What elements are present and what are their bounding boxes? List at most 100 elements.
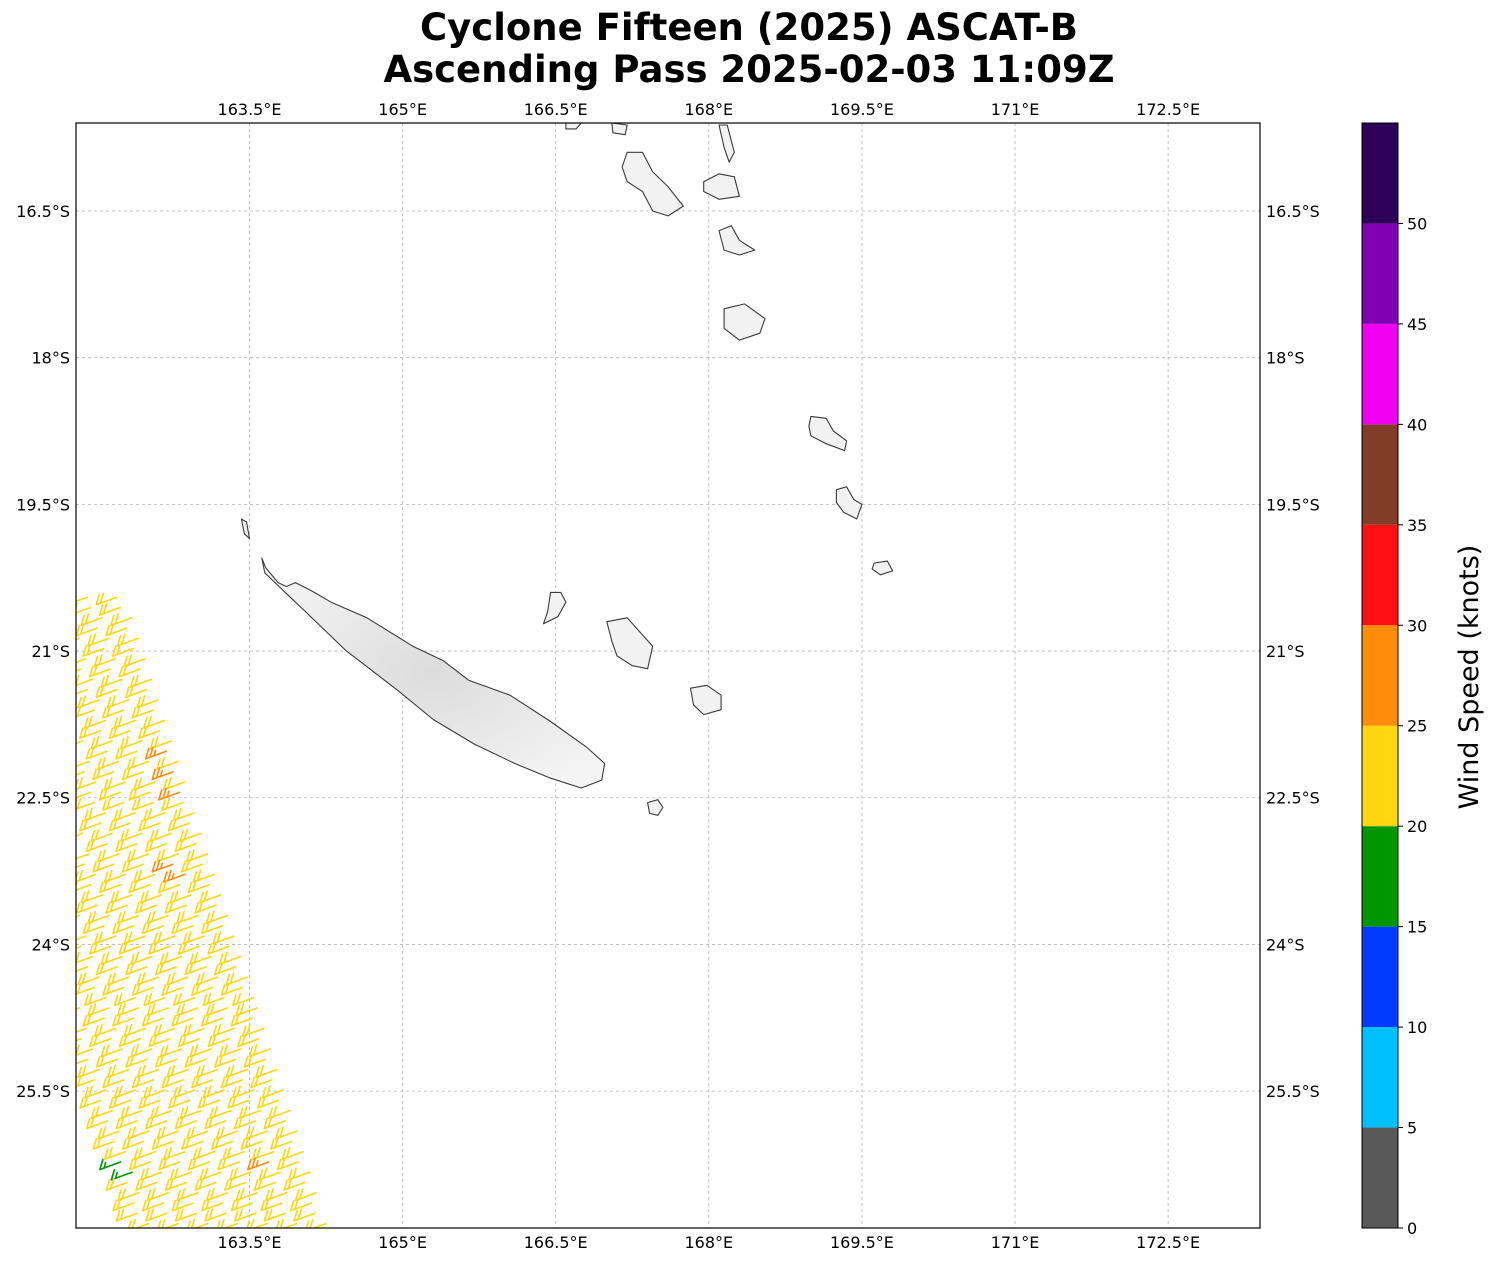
island-efate [723,303,766,341]
wind-barb [159,951,183,965]
island-espiritu-santo-tip [565,123,582,130]
wind-barb [98,602,121,616]
lat-tick-label-right: 24°S [1266,935,1305,954]
wind-barb [154,1054,178,1068]
wind-barb [162,777,186,791]
wind-barb [182,931,206,945]
wind-barb [128,787,151,801]
wind-barb [186,1126,209,1140]
wind-barb [102,705,125,719]
wind-barb [263,1116,286,1130]
wind-barb [122,1136,145,1150]
wind-barb [168,1095,191,1109]
wind-barb [196,1064,219,1078]
wind-barb [169,1167,193,1181]
colorbar-segment [1362,323,1398,425]
wind-barb [133,869,156,883]
wind-barb [173,1085,196,1099]
wind-barb [148,941,171,955]
wind-barb [82,643,105,657]
wind-barb [255,1064,278,1078]
wind-barb [84,992,107,1007]
wind-barb [76,1027,87,1033]
wind-barb [243,1054,267,1068]
lat-tick-label-right: 19.5°S [1266,495,1320,514]
wind-barb [177,1033,201,1048]
wind-barb [126,1126,150,1140]
wind-barb [102,797,125,811]
wind-barb [204,1208,227,1222]
colorbar-tick-label: 30 [1407,616,1427,635]
wind-barb [225,972,248,986]
colorbar-segment [1362,424,1398,525]
wind-barb [210,1136,234,1150]
wind-barb [232,1085,255,1099]
wind-barb [177,941,201,955]
wind-barb [169,890,192,904]
wind-barb [149,736,172,750]
wind-barb [108,818,131,832]
wind-barb [163,1146,186,1161]
lat-tick-label-right: 22.5°S [1266,789,1320,808]
chart-title-line1: Cyclone Fifteen (2025) ASCAT-B [419,6,1078,49]
lon-tick-label-top: 172.5°E [1136,100,1200,119]
lon-tick-label-bottom: 169.5°E [830,1233,894,1252]
wind-barb [293,1208,316,1222]
wind-barb [219,1044,242,1058]
wind-barb [76,740,84,745]
lat-tick-label-right: 25.5°S [1266,1082,1320,1101]
wind-barb [76,1037,82,1042]
wind-barb [129,674,153,688]
wind-barb [258,1167,281,1181]
wind-barb [89,941,112,955]
wind-barbs-layer [76,592,327,1228]
wind-barb [217,1157,240,1171]
wind-barb [276,1157,299,1171]
wind-barb [82,921,105,935]
wind-barb [192,1146,216,1161]
wind-barb [120,1105,143,1119]
wind-barb [112,921,135,935]
wind-barb [209,1105,232,1119]
wind-barb [76,756,90,768]
wind-barb [214,962,237,976]
wind-barb [93,654,116,668]
wind-barb [76,658,87,664]
wind-barb [220,982,243,996]
wind-barb [131,705,154,719]
wind-barb [192,869,215,883]
wind-barb [194,1177,217,1191]
lon-tick-label-bottom: 165°E [378,1233,427,1252]
wind-barb [151,767,174,781]
wind-barb [162,869,186,883]
lat-tick-label-right: 16.5°S [1266,202,1320,221]
wind-barb [77,972,100,986]
wind-barb [89,1033,112,1048]
wind-barb [220,1075,244,1089]
wind-barb [140,1167,163,1181]
island-epi [718,225,756,256]
wind-barb [76,945,82,950]
lon-tick-label-bottom: 172.5°E [1136,1233,1200,1252]
wind-barb [100,951,123,965]
wind-barb [121,859,145,873]
wind-barb [235,1187,258,1202]
colorbar-tick-label: 35 [1407,516,1427,535]
wind-barb [199,1167,222,1181]
wind-barb [136,1064,160,1078]
wind-barb [158,1157,181,1171]
lon-tick-label-top: 171°E [991,100,1040,119]
colorbar-segment [1362,524,1398,626]
wind-barb [117,1187,140,1202]
lat-tick-label-left: 19.5°S [16,495,70,514]
wind-barb [130,951,153,965]
colorbar-segment [1362,826,1398,927]
wind-barb [158,879,181,894]
wind-barb [247,1157,270,1171]
wind-barb [110,1168,133,1181]
island-mare [689,684,722,716]
wind-barb [121,767,145,781]
island-new-caledonia [261,557,606,789]
wind-barb [156,756,179,770]
wind-barb [187,879,210,894]
